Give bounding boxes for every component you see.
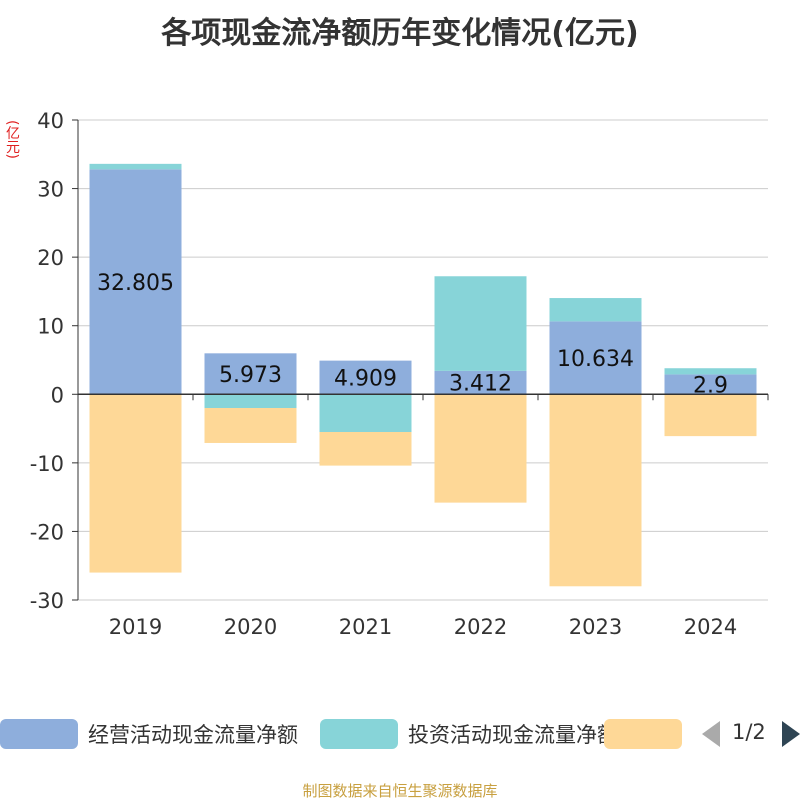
bar-2020-series-0 xyxy=(204,353,297,395)
data-label-2021: 4.909 xyxy=(334,366,397,391)
legend-swatch-operating xyxy=(0,719,78,749)
bar-2023-series-2 xyxy=(549,394,642,587)
y-tick-label: 20 xyxy=(37,246,64,270)
bar-2022-series-0 xyxy=(434,370,527,395)
y-tick-label: -10 xyxy=(30,452,64,476)
bar-2024-series-1 xyxy=(664,368,757,375)
bar-2020-series-2 xyxy=(204,408,297,443)
bar-2021-series-0 xyxy=(319,360,412,395)
bar-2021-series-2 xyxy=(319,432,412,466)
legend-item-investing[interactable]: 投资活动现金流量净额 xyxy=(320,716,618,752)
data-label-2023: 10.634 xyxy=(557,347,634,372)
x-tick-label-2019: 2019 xyxy=(109,615,162,639)
legend-prev-icon[interactable] xyxy=(702,721,720,747)
bar-2020-series-1 xyxy=(204,394,297,408)
legend-next-icon[interactable] xyxy=(782,721,800,747)
legend-label-operating: 经营活动现金流量净额 xyxy=(88,723,298,747)
data-label-2022: 3.412 xyxy=(449,372,512,397)
bar-2022-series-1 xyxy=(434,276,527,371)
y-tick-label: 10 xyxy=(37,315,64,339)
bar-2024-series-0 xyxy=(664,374,757,395)
y-tick-label: 40 xyxy=(37,109,64,133)
bar-2019-series-0 xyxy=(89,169,182,395)
legend-item-operating[interactable]: 经营活动现金流量净额 xyxy=(0,716,298,752)
y-tick-label: -20 xyxy=(30,520,64,544)
data-source-note: 制图数据来自恒生聚源数据库 xyxy=(302,782,498,800)
bar-2019-series-1 xyxy=(89,163,182,170)
y-tick-label: -30 xyxy=(30,589,64,613)
legend-pager: 1/2 xyxy=(700,716,800,752)
x-tick-label-2023: 2023 xyxy=(569,615,622,639)
legend-item-third[interactable] xyxy=(604,716,692,752)
legend-swatch-third xyxy=(604,719,682,749)
data-label-2019: 32.805 xyxy=(97,271,174,296)
y-tick-label: 0 xyxy=(51,383,64,407)
legend-label-investing: 投资活动现金流量净额 xyxy=(408,723,618,747)
bar-2023-series-1 xyxy=(549,298,642,322)
x-tick-label-2024: 2024 xyxy=(684,615,737,639)
y-axis-unit: (亿元) xyxy=(4,120,20,159)
x-tick-label-2021: 2021 xyxy=(339,615,392,639)
legend-page-indicator: 1/2 xyxy=(732,720,766,744)
bar-2023-series-0 xyxy=(549,321,642,395)
x-tick-label-2022: 2022 xyxy=(454,615,507,639)
x-tick-label-2020: 2020 xyxy=(224,615,277,639)
y-tick-label: 30 xyxy=(37,178,64,202)
bar-2024-series-2 xyxy=(664,394,757,437)
chart-plot-area: 40 30 20 10 0 -10 -20 -30 32.805 5.973 4.909 3.412 1… xyxy=(30,109,769,639)
bar-2019-series-2 xyxy=(89,394,182,573)
legend: 经营活动现金流量净额 投资活动现金流量净额 1/2 xyxy=(0,716,800,752)
chart-title: 各项现金流净额历年变化情况(亿元) xyxy=(161,16,639,51)
data-label-2020: 5.973 xyxy=(219,363,282,388)
bar-2022-series-2 xyxy=(434,394,527,503)
legend-swatch-investing xyxy=(320,719,398,749)
bar-2021-series-1 xyxy=(319,394,412,432)
